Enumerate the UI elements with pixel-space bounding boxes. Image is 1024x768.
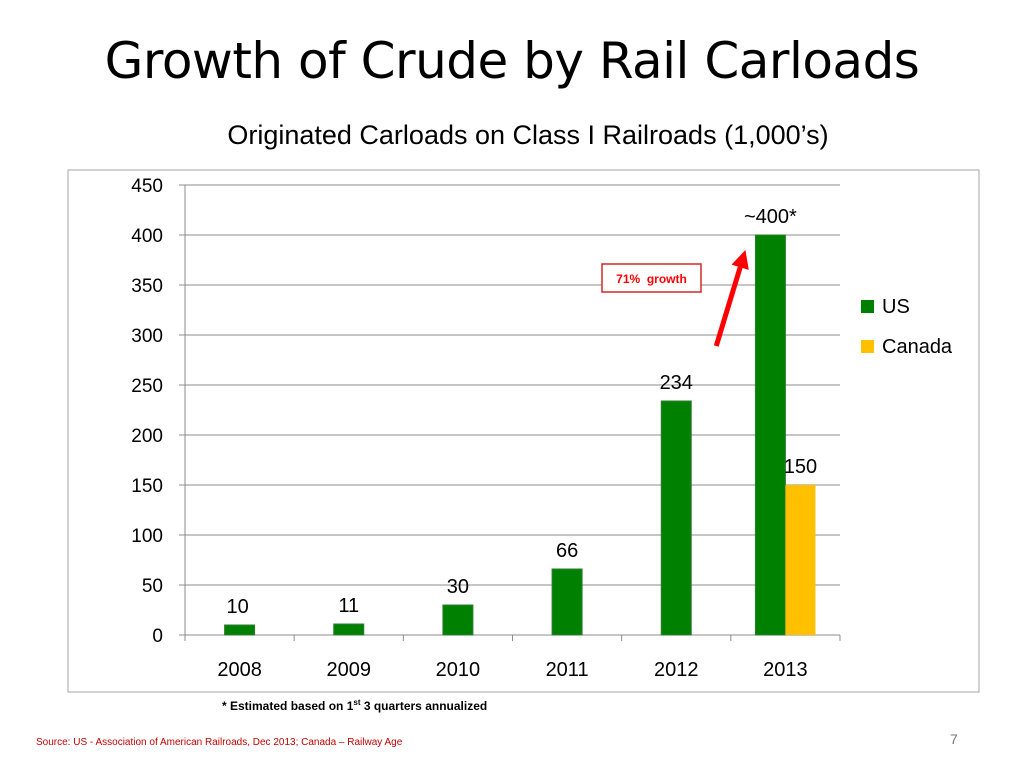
y-tick-label: 100 bbox=[131, 526, 163, 547]
chart-title: Originated Carloads on Class I Railroads… bbox=[227, 120, 829, 150]
chart-frame bbox=[67, 169, 980, 693]
bar-us-2010 bbox=[442, 604, 474, 636]
y-tick-label: 150 bbox=[131, 476, 163, 497]
data-label: 234 bbox=[660, 372, 693, 394]
y-tick-label: 400 bbox=[131, 226, 163, 247]
x-tick-label: 2008 bbox=[217, 659, 262, 681]
data-label: 11 bbox=[338, 595, 359, 617]
data-label: 30 bbox=[447, 576, 469, 598]
bars bbox=[224, 234, 816, 636]
y-tick-label: 300 bbox=[131, 326, 163, 347]
y-tick-label: 350 bbox=[131, 276, 163, 297]
growth-box bbox=[601, 263, 702, 293]
legend-label-us: US bbox=[882, 296, 910, 318]
bar-us-2012 bbox=[660, 400, 692, 636]
bar-canada-2013 bbox=[785, 485, 816, 635]
x-tick-label: 2010 bbox=[436, 659, 481, 681]
bar-us-2008 bbox=[224, 624, 256, 636]
page-number: 7 bbox=[950, 731, 958, 747]
y-tick-label: 0 bbox=[152, 626, 163, 647]
y-tick-label: 450 bbox=[131, 176, 163, 197]
legend-label-canada: Canada bbox=[882, 336, 953, 358]
x-tick-label: 2011 bbox=[546, 659, 589, 681]
data-label: 66 bbox=[556, 540, 578, 562]
bar-us-2011 bbox=[551, 568, 583, 636]
y-tick-label: 250 bbox=[131, 376, 163, 397]
data-label: 150 bbox=[784, 456, 817, 478]
data-label: 10 bbox=[226, 596, 248, 618]
growth-annotation: 71% growth bbox=[601, 250, 749, 347]
legend-swatch-us bbox=[861, 300, 874, 313]
x-tick-label: 2013 bbox=[763, 659, 808, 681]
y-tick-label: 50 bbox=[142, 576, 163, 597]
gridlines bbox=[185, 184, 840, 636]
y-tick-label: 200 bbox=[131, 426, 163, 447]
growth-arrow-head bbox=[731, 250, 749, 270]
legend-swatch-canada bbox=[861, 340, 874, 353]
y-axis: 0 50 100 150 200 250 300 350 400 450 bbox=[131, 176, 186, 647]
x-tick-label: 2012 bbox=[654, 659, 699, 681]
x-axis: 2008 2009 2010 2011 2012 2013 bbox=[184, 635, 841, 681]
legend: US Canada bbox=[861, 296, 953, 358]
bar-us-2013 bbox=[754, 234, 786, 636]
footnote: * Estimated based on 1st 3 quarters annu… bbox=[222, 698, 488, 713]
growth-label: 71% growth bbox=[616, 272, 687, 286]
data-label: ~400* bbox=[744, 206, 797, 228]
source-note: Source: US - Association of American Rai… bbox=[36, 737, 403, 748]
x-tick-label: 2009 bbox=[327, 659, 372, 681]
bar-us-2009 bbox=[333, 623, 365, 636]
slide-title: Growth of Crude by Rail Carloads bbox=[104, 32, 920, 90]
data-labels: 10 11 30 66 234 ~400* 150 bbox=[226, 206, 817, 618]
growth-arrow-shaft bbox=[713, 266, 743, 347]
